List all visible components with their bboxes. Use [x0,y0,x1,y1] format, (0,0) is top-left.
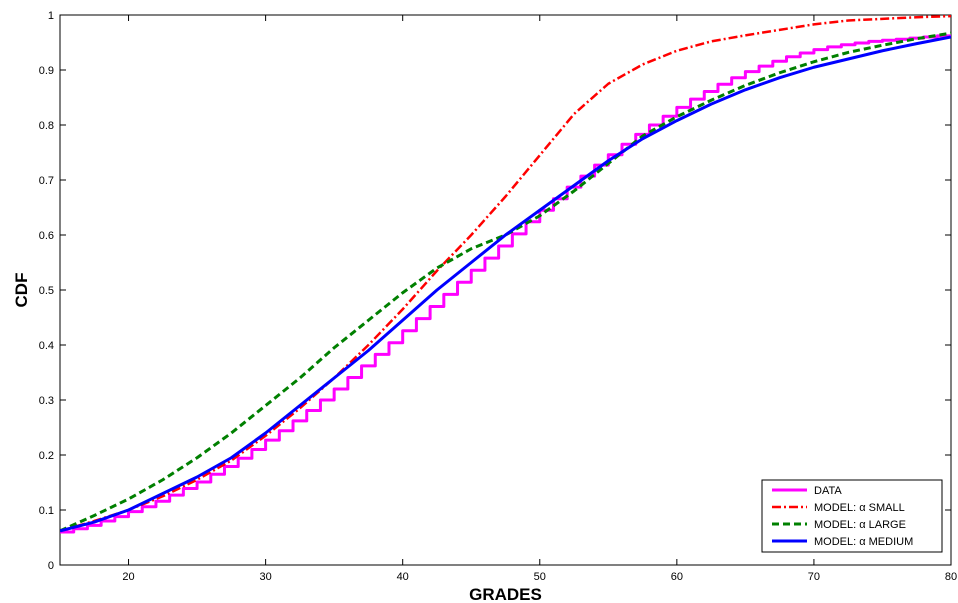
y-tick-label: 0.6 [39,230,54,242]
x-tick-label: 30 [259,571,271,583]
x-tick-label: 20 [122,571,134,583]
series-line-0 [60,34,951,534]
legend-label-3: MODEL: α MEDIUM [814,536,913,548]
series-line-3 [60,35,951,533]
y-axis-ticks: 0 0.1 0.2 0.3 0.4 0.5 0.6 0.7 0.8 0.9 1 [39,10,951,572]
y-tick-label: 0.9 [39,65,54,77]
y-tick-label: 0.2 [39,450,54,462]
legend-label-1: MODEL: α SMALL [814,502,905,514]
y-axis-title: CDF [12,273,31,308]
x-tick-label: 40 [397,571,409,583]
series-layer [60,15,951,534]
y-tick-label: 0.5 [39,285,54,297]
y-tick-label: 0 [48,560,54,572]
x-tick-label: 50 [534,571,546,583]
y-tick-label: 0.8 [39,120,54,132]
y-tick-label: 0.1 [39,505,54,517]
series-line-1 [60,15,951,533]
y-tick-label: 0.4 [39,340,54,352]
x-axis-ticks: 20 30 40 50 60 70 80 [122,15,957,583]
legend-label-2: MODEL: α LARGE [814,519,906,531]
series-line-2 [60,31,951,533]
legend-label-0: DATA [814,485,842,497]
x-tick-label: 60 [671,571,683,583]
y-tick-label: 1 [48,10,54,22]
y-tick-label: 0.7 [39,175,54,187]
x-axis-title: GRADES [469,585,542,603]
legend: DATA MODEL: α SMALL MODEL: α LARGE MODEL: α… [761,479,943,553]
x-tick-label: 70 [808,571,820,583]
x-tick-label: 80 [945,571,957,583]
y-tick-label: 0.3 [39,395,54,407]
